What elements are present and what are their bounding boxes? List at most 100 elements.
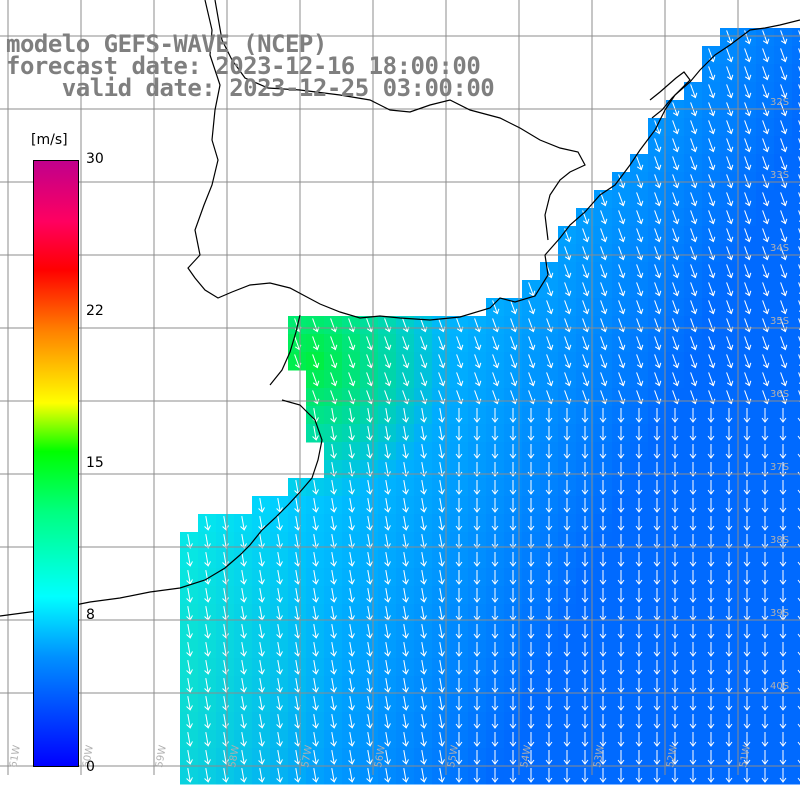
wind-arrow bbox=[240, 678, 247, 693]
wind-arrow bbox=[743, 732, 751, 747]
wind-arrow bbox=[599, 768, 607, 783]
wind-arrow bbox=[312, 552, 319, 567]
wind-arrow bbox=[725, 444, 733, 459]
wind-arrow bbox=[635, 624, 643, 639]
colorbar-tick: 8 bbox=[86, 607, 95, 623]
wind-arrow bbox=[635, 570, 643, 585]
wind-arrow bbox=[420, 372, 428, 387]
wind-arrow bbox=[402, 678, 409, 693]
wind-arrow bbox=[204, 642, 211, 657]
wind-arrow bbox=[725, 516, 733, 531]
wind-arrow bbox=[636, 210, 644, 225]
wind-arrow bbox=[797, 417, 800, 422]
wind-arrow bbox=[635, 516, 643, 531]
wind-arrow bbox=[563, 642, 571, 657]
wind-arrow bbox=[743, 588, 751, 603]
wind-arrow bbox=[708, 282, 716, 297]
wind-arrow bbox=[455, 426, 463, 441]
wind-arrow bbox=[780, 282, 788, 297]
wind-arrow bbox=[798, 264, 800, 276]
wind-arrow bbox=[366, 714, 373, 729]
wind-arrow bbox=[581, 642, 589, 657]
wind-arrow bbox=[510, 372, 518, 387]
speed-cell bbox=[792, 262, 800, 281]
wind-arrow bbox=[276, 768, 283, 783]
wind-arrow bbox=[348, 444, 355, 459]
wind-arrow bbox=[672, 156, 680, 171]
wind-arrow bbox=[654, 210, 662, 225]
wind-arrow bbox=[762, 264, 770, 279]
wind-arrow bbox=[743, 714, 751, 729]
wind-arrow bbox=[779, 426, 787, 441]
wind-arrow bbox=[618, 174, 626, 189]
wind-arrow bbox=[797, 471, 800, 476]
longitude-label: 59W bbox=[154, 744, 169, 768]
wind-arrow bbox=[384, 732, 391, 747]
wind-arrow bbox=[527, 408, 535, 423]
wind-arrow bbox=[348, 354, 356, 369]
wind-arrow bbox=[707, 552, 715, 567]
wind-arrow bbox=[330, 678, 337, 693]
wind-arrow bbox=[222, 750, 229, 765]
wind-arrow bbox=[330, 696, 337, 711]
wind-arrow bbox=[744, 174, 752, 189]
wind-arrow bbox=[653, 750, 661, 765]
wind-arrow bbox=[761, 732, 769, 747]
wind-arrow bbox=[455, 480, 463, 495]
longitude-label: 60W bbox=[81, 744, 96, 768]
wind-arrow bbox=[384, 642, 391, 657]
wind-arrow bbox=[635, 426, 643, 441]
wind-arrow bbox=[708, 210, 716, 225]
wind-arrow bbox=[312, 714, 319, 729]
speed-cell bbox=[792, 460, 800, 479]
wind-arrow bbox=[582, 372, 590, 387]
wind-arrow bbox=[455, 750, 463, 765]
wind-arrow bbox=[689, 516, 697, 531]
speed-cell bbox=[792, 244, 800, 263]
wind-arrow bbox=[599, 660, 607, 675]
wind-arrow bbox=[761, 660, 769, 675]
wind-arrow bbox=[455, 624, 463, 639]
wind-arrow bbox=[653, 516, 661, 531]
wind-arrow bbox=[348, 480, 355, 495]
wind-arrow bbox=[527, 696, 535, 711]
wind-arrow bbox=[527, 570, 535, 585]
colorbar-tick: 30 bbox=[86, 151, 104, 167]
wind-arrow bbox=[600, 228, 608, 243]
wind-arrow bbox=[402, 768, 409, 783]
wind-arrow bbox=[312, 516, 319, 531]
wind-arrow bbox=[528, 336, 536, 351]
wind-arrow bbox=[366, 372, 374, 387]
wind-arrow bbox=[653, 732, 661, 747]
wind-arrow bbox=[204, 696, 211, 711]
wind-arrow bbox=[473, 498, 481, 513]
wind-arrow bbox=[581, 534, 589, 549]
wind-arrow bbox=[707, 534, 715, 549]
wind-arrow bbox=[563, 696, 571, 711]
wind-arrow bbox=[438, 372, 446, 387]
colorbar-tick: 0 bbox=[86, 759, 95, 775]
wind-arrow bbox=[312, 588, 319, 603]
wind-arrow bbox=[762, 174, 770, 189]
wind-arrow bbox=[762, 354, 770, 369]
wind-arrow bbox=[797, 525, 800, 530]
wind-arrow bbox=[761, 714, 769, 729]
wind-arrow bbox=[726, 48, 734, 63]
speed-cell bbox=[792, 712, 800, 731]
wind-arrow bbox=[780, 84, 788, 99]
wind-arrow bbox=[438, 624, 445, 639]
wind-arrow bbox=[582, 264, 590, 279]
wind-arrow bbox=[743, 480, 751, 495]
wind-arrow bbox=[402, 588, 409, 603]
wind-arrow bbox=[222, 588, 229, 603]
wind-arrow bbox=[527, 714, 535, 729]
wind-arrow bbox=[798, 156, 800, 168]
wind-arrow bbox=[744, 336, 752, 351]
wind-arrow bbox=[420, 588, 427, 603]
colorbar-tick: 15 bbox=[86, 455, 104, 471]
wind-arrow bbox=[599, 480, 607, 495]
latitude-label: 33S bbox=[770, 170, 789, 181]
wind-arrow bbox=[780, 156, 788, 171]
wind-arrow bbox=[222, 624, 229, 639]
